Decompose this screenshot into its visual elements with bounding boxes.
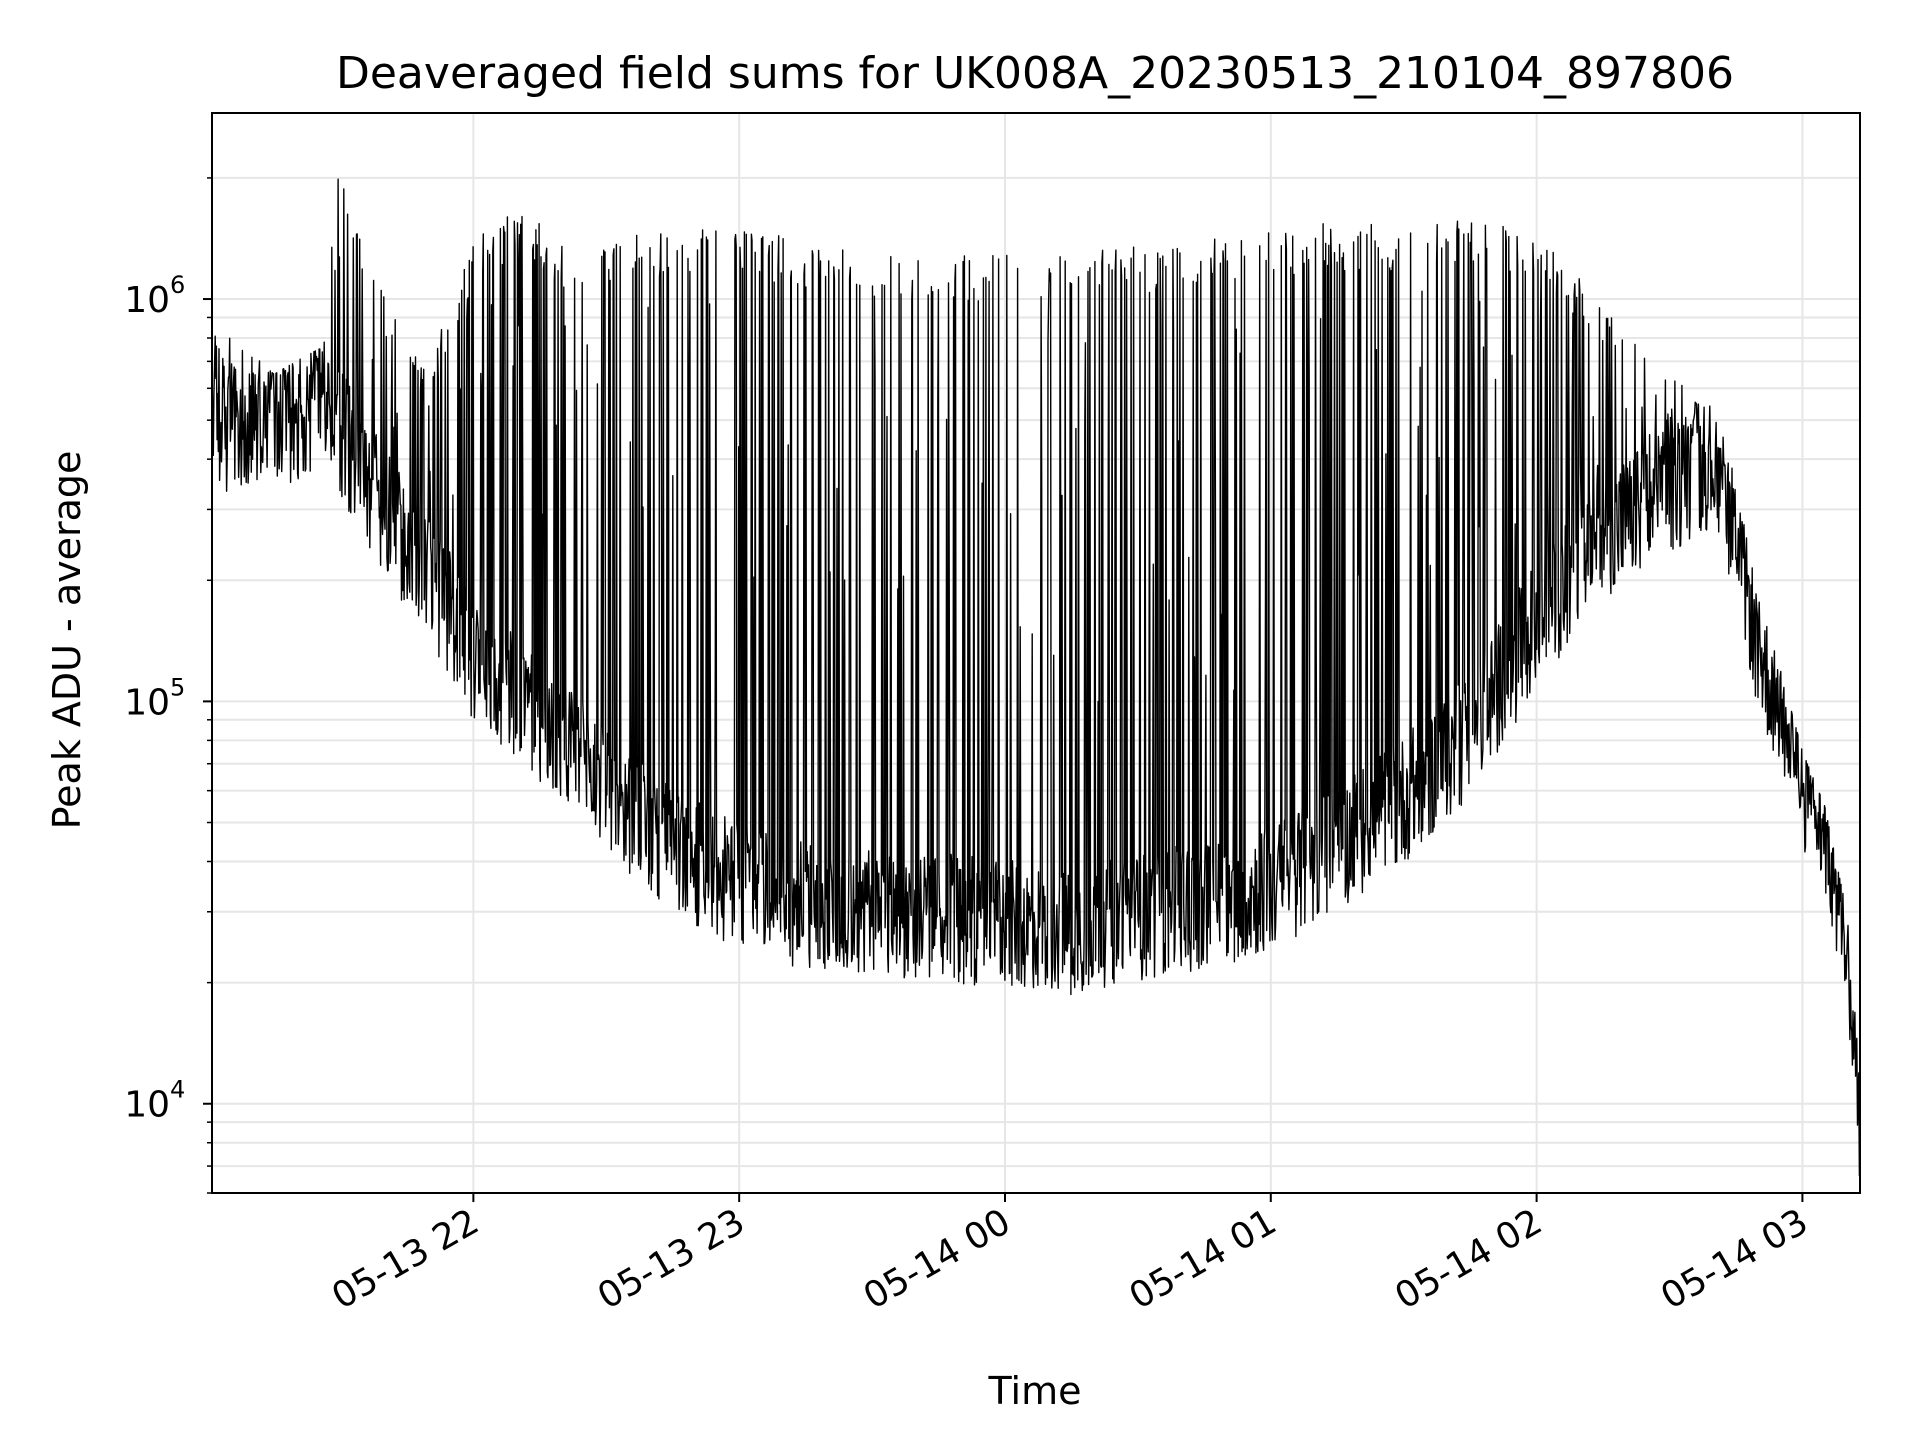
- chart-title: Deaveraged field sums for UK008A_2023051…: [336, 48, 1734, 99]
- series-line: [211, 178, 1861, 1177]
- y-tick-label: 10: [124, 1085, 170, 1126]
- y-tick-exponent: 5: [170, 673, 185, 701]
- y-tick-label: 10: [124, 682, 170, 723]
- y-tick-label: 10: [124, 280, 170, 321]
- x-axis-label: Time: [988, 1369, 1082, 1413]
- plot-frame: [211, 112, 1861, 1194]
- minor-gridlines: [212, 176, 1860, 1194]
- series-group: [211, 178, 1861, 1177]
- y-tick-exponent: 6: [170, 271, 185, 299]
- y-axis-label: Peak ADU - average: [45, 451, 89, 830]
- y-tick-exponent: 4: [170, 1076, 185, 1104]
- major-gridlines: [212, 113, 1860, 1193]
